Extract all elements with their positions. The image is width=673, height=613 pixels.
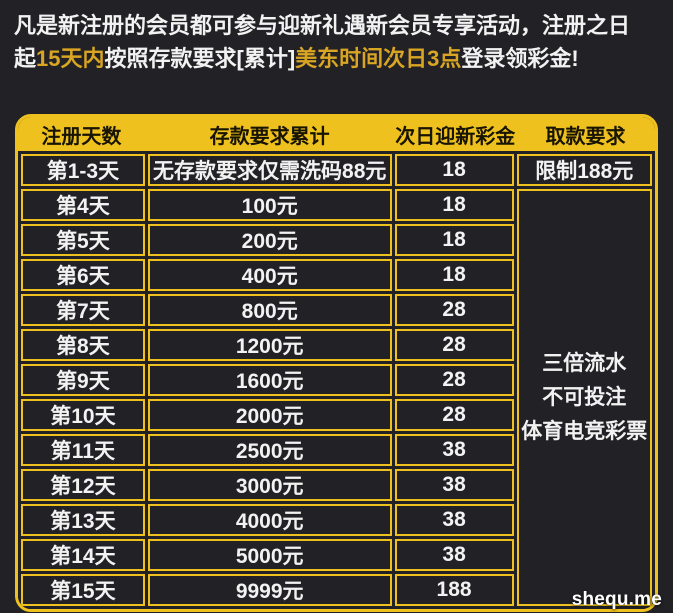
cell-bonus: 38 [394,469,514,501]
cell-bonus: 38 [394,539,514,571]
cell-bonus: 38 [394,434,514,466]
cell-bonus: 188 [394,574,514,606]
intro-segment-highlight-days: 15天内 [36,46,105,71]
intro-segment: 按照存款要求[累计] [104,46,296,71]
withdraw-note-line: 不可投注 [542,385,627,409]
cell-day: 第9天 [21,364,145,396]
header-registration-days: 注册天数 [41,125,122,148]
cell-bonus: 28 [394,399,514,431]
cell-day: 第4天 [21,189,145,221]
cell-day: 第6天 [21,259,145,291]
cell-day: 第12天 [21,469,145,501]
cell-day: 第15天 [21,574,145,606]
cell-day: 第11天 [21,434,145,466]
cell-deposit: 2500元 [147,434,392,466]
cell-deposit: 无存款要求仅需洗码88元 [147,154,392,186]
table-header-row: 注册天数 存款要求累计 次日迎新彩金 取款要求 [18,117,655,151]
header-deposit-requirement: 存款要求累计 [209,125,330,148]
cell-day: 第13天 [21,504,145,536]
cell-day: 第7天 [21,294,145,326]
cell-deposit: 200元 [147,224,392,256]
cell-deposit: 1600元 [147,364,392,396]
cell-deposit: 100元 [147,189,392,221]
cell-bonus: 18 [394,259,514,291]
cell-bonus: 18 [394,224,514,256]
cell-bonus: 28 [394,294,514,326]
cell-bonus: 28 [394,329,514,361]
cell-withdraw-limit: 限制188元 [516,154,652,186]
cell-deposit: 5000元 [147,539,392,571]
cell-day: 第1-3天 [21,154,145,186]
watermark: shequ.me [571,589,662,610]
cell-bonus: 18 [394,189,514,221]
cell-deposit: 9999元 [147,574,392,606]
table-grid: 第1-3天 无存款要求仅需洗码88元 18 限制188元 第4天 100元 18 三倍流水 不可… [18,151,655,609]
cell-day: 第5天 [21,224,145,256]
cell-deposit: 1200元 [147,329,392,361]
cell-deposit: 400元 [147,259,392,291]
header-withdraw-requirement: 取款要求 [545,125,626,148]
cell-day: 第8天 [21,329,145,361]
withdraw-note-line: 体育电竞彩票 [521,419,648,443]
intro-segment: 登录领彩金! [461,46,579,71]
cell-bonus: 28 [394,364,514,396]
bonus-schedule-table: 注册天数 存款要求累计 次日迎新彩金 取款要求 第1-3天 无存款要求仅需洗码88… [15,114,658,612]
cell-deposit: 800元 [147,294,392,326]
header-nextday-bonus: 次日迎新彩金 [395,125,516,148]
cell-withdraw-note: 三倍流水不可投注体育电竞彩票 [516,189,652,606]
cell-bonus: 18 [394,154,514,186]
cell-deposit: 3000元 [147,469,392,501]
cell-deposit: 4000元 [147,504,392,536]
cell-day: 第14天 [21,539,145,571]
cell-bonus: 38 [394,504,514,536]
cell-deposit: 2000元 [147,399,392,431]
cell-day: 第10天 [21,399,145,431]
promo-intro-text: 凡是新注册的会员都可参与迎新礼遇新会员专享活动，注册之日起15天内按照存款要求[… [14,9,650,75]
withdraw-note-line: 三倍流水 [542,351,627,375]
intro-segment: 凡是新注册的会员都可参与迎新礼遇新会员专享活动，注册之日起 [14,13,631,71]
intro-segment-highlight-time: 美东时间次日3点 [295,46,462,71]
